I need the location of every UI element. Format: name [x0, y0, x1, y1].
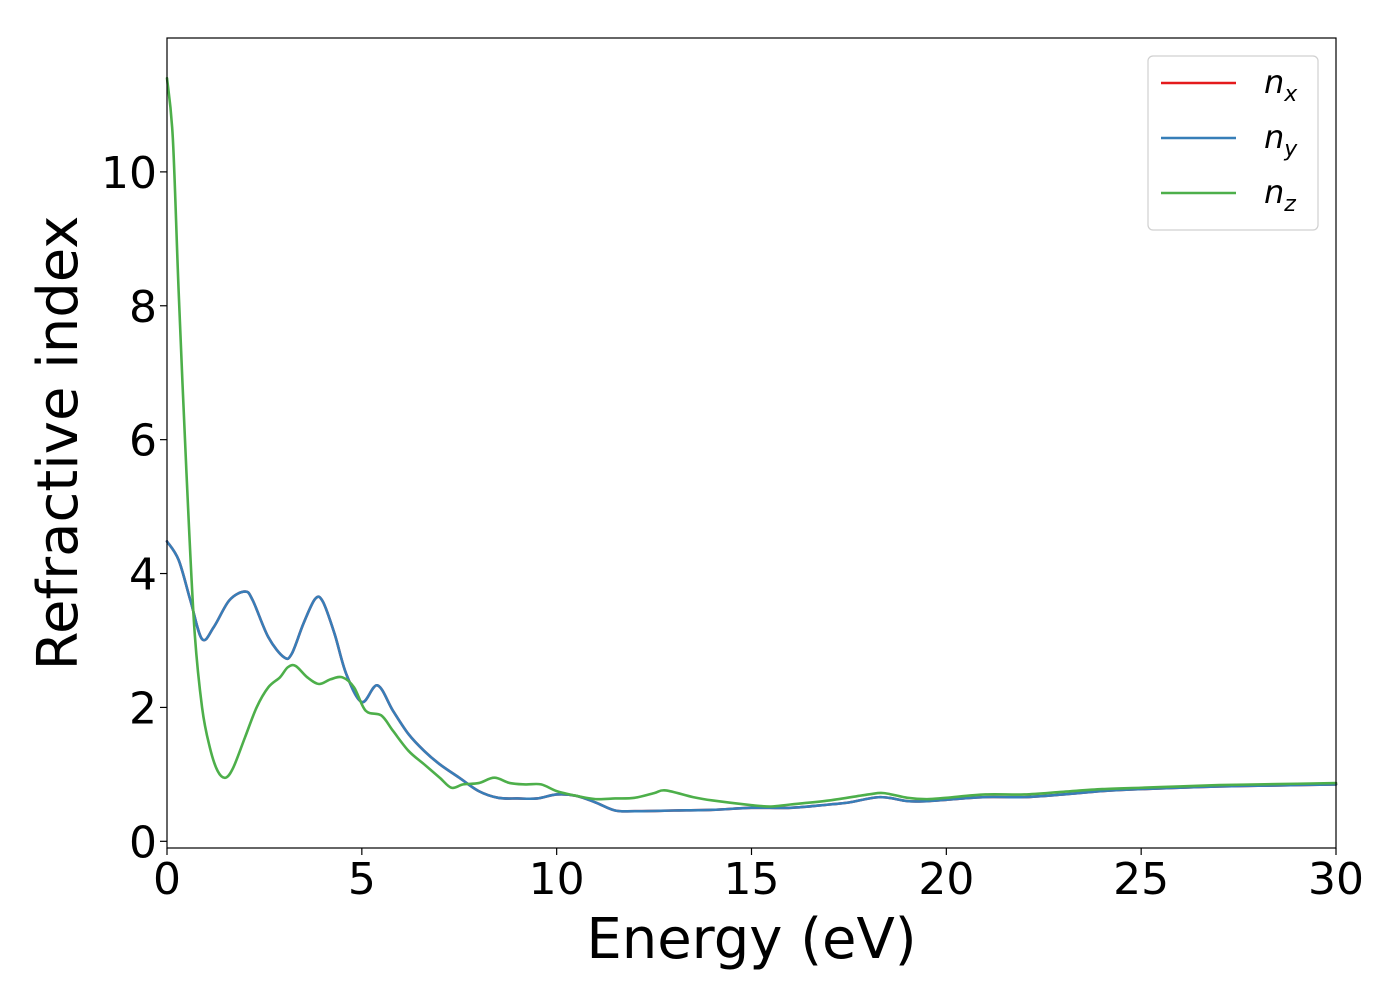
y-tick-label: 2 [129, 683, 157, 734]
y-tick-label: 4 [129, 550, 157, 601]
x-tick-label: 10 [529, 854, 585, 905]
y-tick-label: 8 [129, 282, 157, 333]
plot-frame [166, 37, 1337, 849]
legend: nx ny nz [1147, 55, 1319, 231]
legend-label-n-y: ny [1264, 118, 1298, 162]
series-lines [165, 76, 1338, 813]
x-tick-label: 20 [918, 854, 974, 905]
x-tick-label: 15 [724, 854, 780, 905]
y-tick-label: 10 [101, 148, 157, 199]
x-axis-label: Energy (eV) [586, 907, 916, 972]
y-tick-label: 6 [129, 416, 157, 467]
y-tick-label: 0 [129, 817, 157, 868]
x-tick-label: 30 [1308, 854, 1364, 905]
legend-label-n-x: nx [1264, 63, 1298, 107]
legend-box [1147, 55, 1319, 231]
x-tick-label: 5 [348, 854, 376, 905]
x-tick-label: 0 [153, 854, 181, 905]
series-line-n-z [165, 76, 1338, 808]
y-axis-label: Refractive index [26, 216, 91, 671]
axis-ticks: 0 5 10 15 20 25 30 0 2 4 6 8 10 [101, 148, 1364, 905]
x-tick-label: 25 [1113, 854, 1169, 905]
series-line-n-y [165, 540, 1338, 813]
legend-label-n-z: nz [1264, 173, 1296, 217]
